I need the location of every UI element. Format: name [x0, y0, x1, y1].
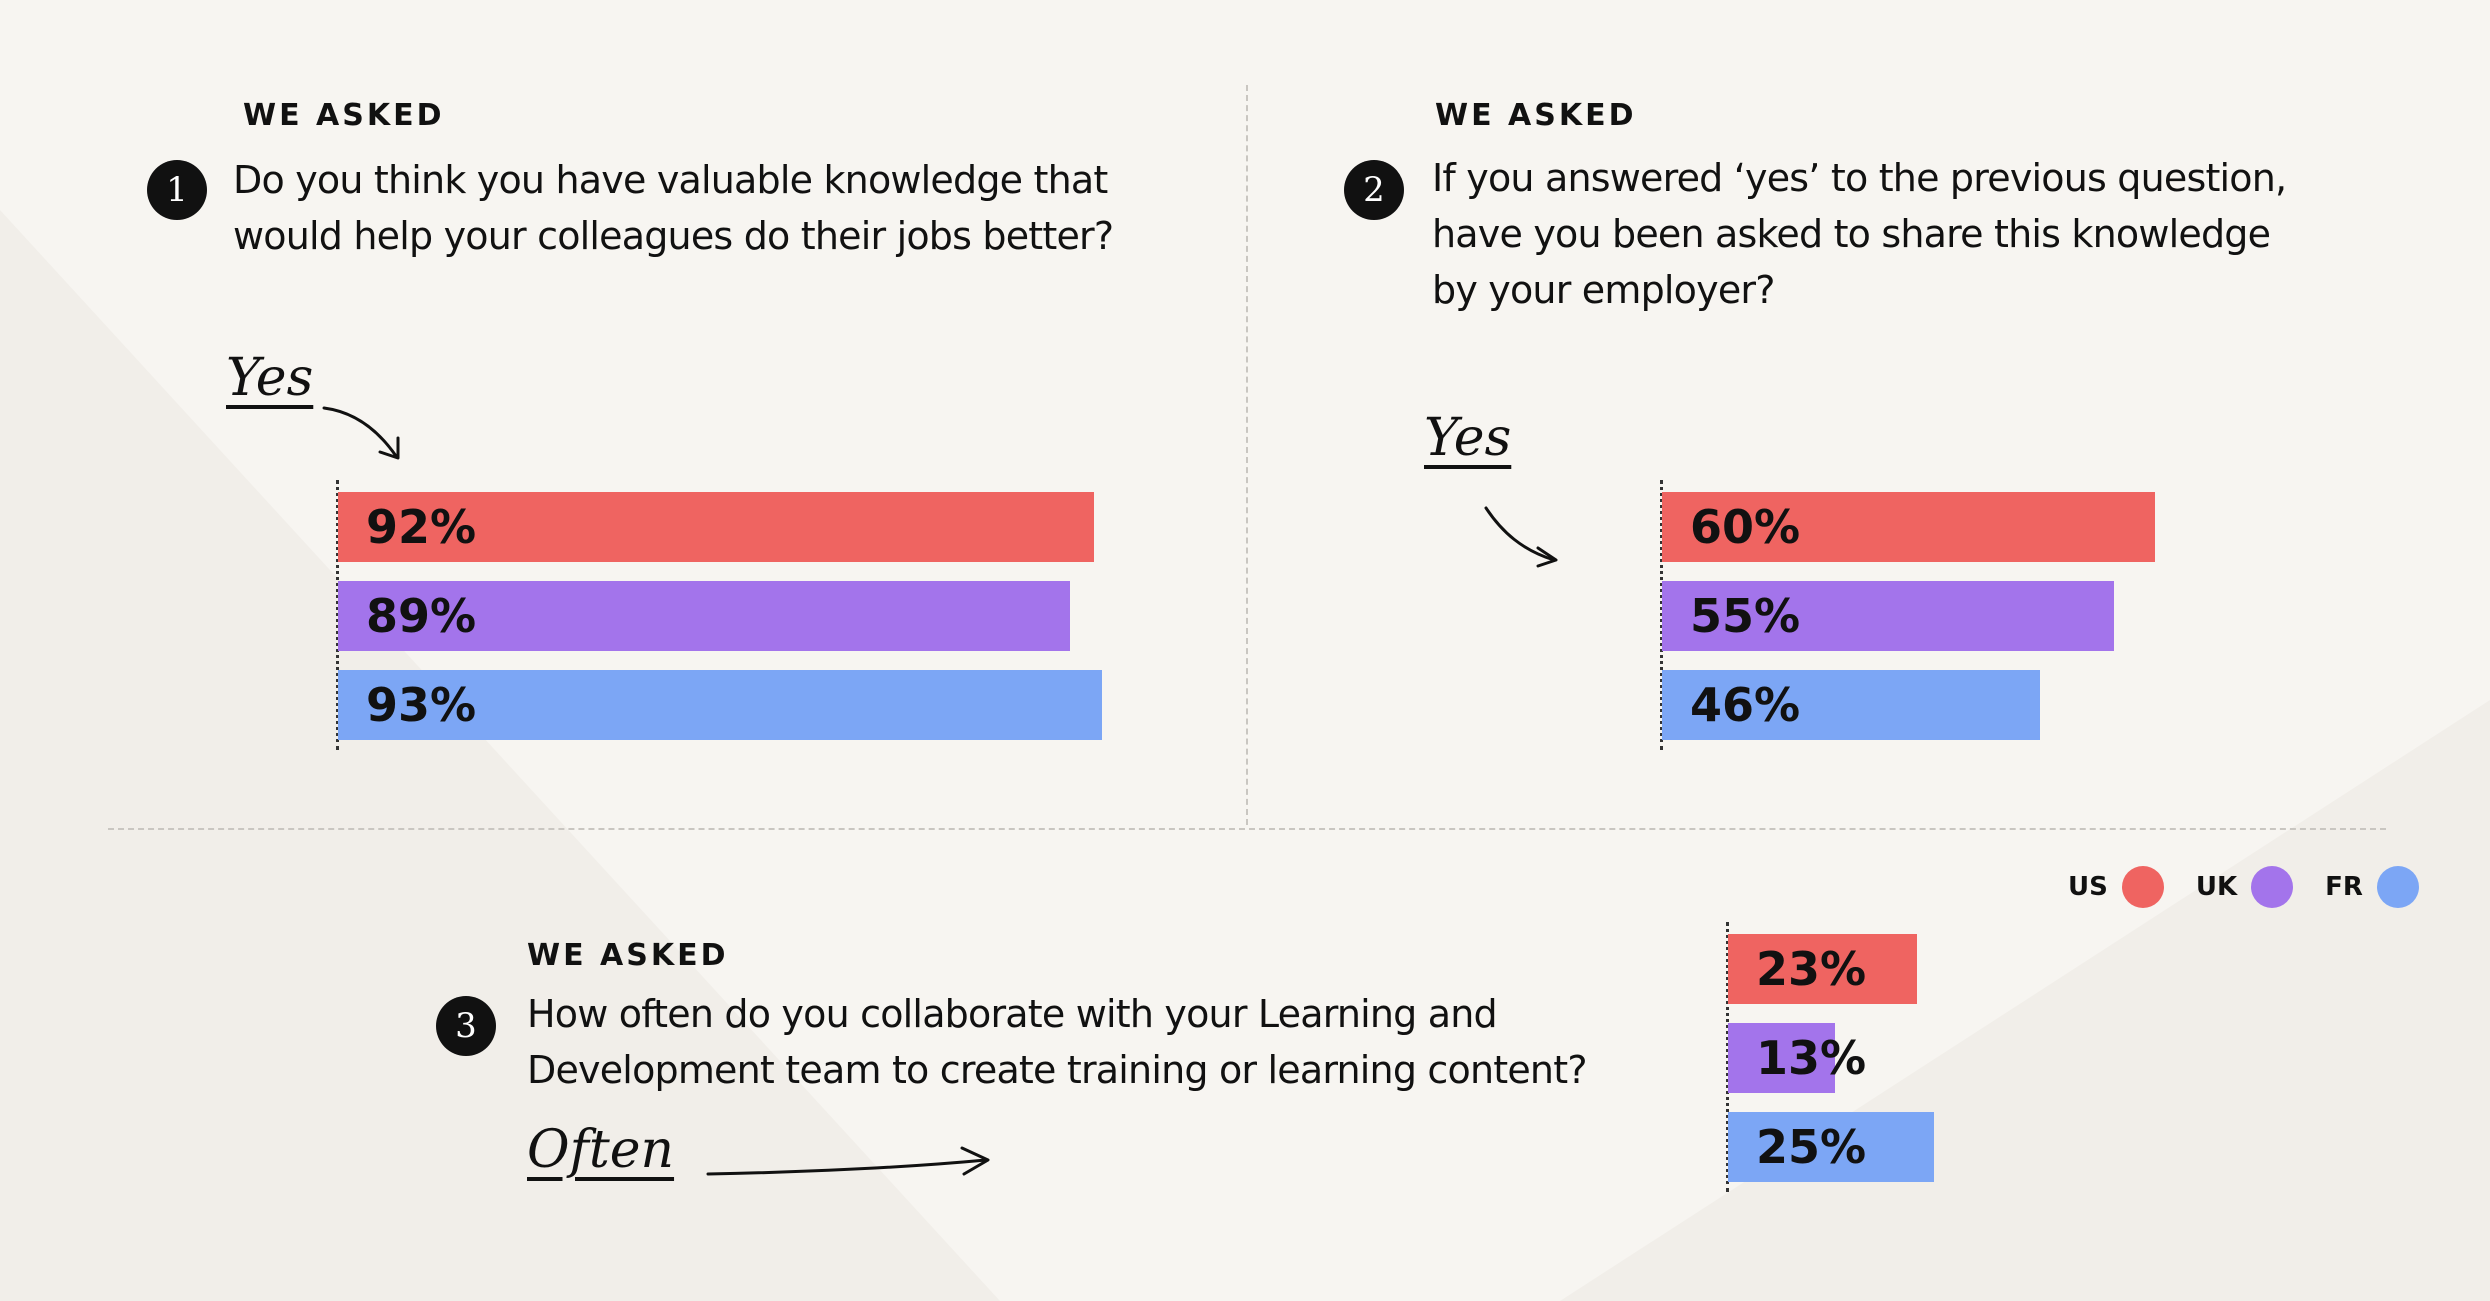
legend-swatch: [2376, 866, 2419, 908]
q2-question-line: have you been asked to share this knowle…: [1432, 212, 2271, 256]
q2-answer-label: Yes: [1424, 408, 1512, 468]
legend-swatch: [2251, 866, 2294, 908]
legend-item-us: US: [2068, 866, 2164, 908]
q1-bar-label-fr: 93%: [366, 678, 477, 732]
horizontal-divider: [108, 828, 2386, 830]
q1-number-badge: 1: [147, 160, 207, 220]
q3-bar-chart: 23% 13% 25%: [1726, 922, 2426, 1192]
q3-bar-fr: [1728, 1112, 1934, 1182]
q1-eyebrow: WE ASKED: [243, 98, 445, 133]
q3-bar-us: [1728, 934, 1918, 1004]
q3-question-line: How often do you collaborate with your L…: [527, 992, 1498, 1036]
legend-label: FR: [2325, 872, 2363, 902]
q1-bar-us: [338, 492, 1095, 562]
q3-arrow-icon: [706, 1146, 990, 1176]
q1-bar-label-uk: 89%: [366, 589, 477, 643]
q1-chart-baseline: [336, 480, 339, 750]
q2-bar-uk: [1662, 581, 2115, 651]
q1-question-line: Do you think you have valuable knowledge…: [233, 158, 1108, 202]
q1-bar-chart: 92% 89% 93%: [336, 480, 1216, 750]
q3-bar-label-us: 23%: [1756, 942, 1867, 996]
q3-bar-label-fr: 25%: [1756, 1120, 1867, 1174]
q3-question-line: Development team to create training or l…: [527, 1048, 1587, 1092]
q1-arrow-icon: [322, 406, 400, 460]
q2-question-line: by your employer?: [1432, 268, 1775, 312]
legend-label: US: [2068, 872, 2108, 902]
q2-eyebrow: WE ASKED: [1435, 98, 1637, 133]
q2-chart-baseline: [1660, 480, 1663, 750]
q1-question: Do you think you have valuable knowledge…: [233, 152, 1114, 264]
q1-question-line: would help your colleagues do their jobs…: [233, 214, 1114, 258]
q2-number-badge: 2: [1344, 160, 1404, 220]
q2-bar-label-us: 60%: [1690, 500, 1801, 554]
q3-bar-uk: [1728, 1023, 1835, 1093]
q3-answer-label: Often: [527, 1120, 675, 1180]
background-triangle-left: [0, 210, 1000, 1301]
q2-bar-us: [1662, 492, 2156, 562]
legend-swatch: [2121, 866, 2164, 908]
q3-question: How often do you collaborate with your L…: [527, 986, 1587, 1098]
q3-bar-label-uk: 13%: [1756, 1031, 1867, 1085]
vertical-divider: [1246, 85, 1248, 825]
q2-arrow-icon: [1484, 506, 1558, 568]
q2-bar-fr: [1662, 670, 2041, 740]
q2-bar-label-fr: 46%: [1690, 678, 1801, 732]
q2-bar-label-uk: 55%: [1690, 589, 1801, 643]
q3-eyebrow: WE ASKED: [527, 938, 729, 973]
legend-item-fr: FR: [2325, 866, 2419, 908]
q1-bar-fr: [338, 670, 1103, 740]
legend: US UK FR: [2050, 866, 2419, 908]
q3-chart-baseline: [1726, 922, 1729, 1192]
legend-label: UK: [2195, 872, 2238, 902]
q2-bar-chart: 60% 55% 46%: [1660, 480, 2280, 750]
q1-answer-label: Yes: [226, 348, 314, 408]
q1-bar-uk: [338, 581, 1070, 651]
q2-question-line: If you answered ‘yes’ to the previous qu…: [1432, 156, 2287, 200]
legend-item-uk: UK: [2195, 866, 2294, 908]
q3-number-badge: 3: [436, 996, 496, 1056]
q2-question: If you answered ‘yes’ to the previous qu…: [1432, 150, 2287, 318]
q1-bar-label-us: 92%: [366, 500, 477, 554]
